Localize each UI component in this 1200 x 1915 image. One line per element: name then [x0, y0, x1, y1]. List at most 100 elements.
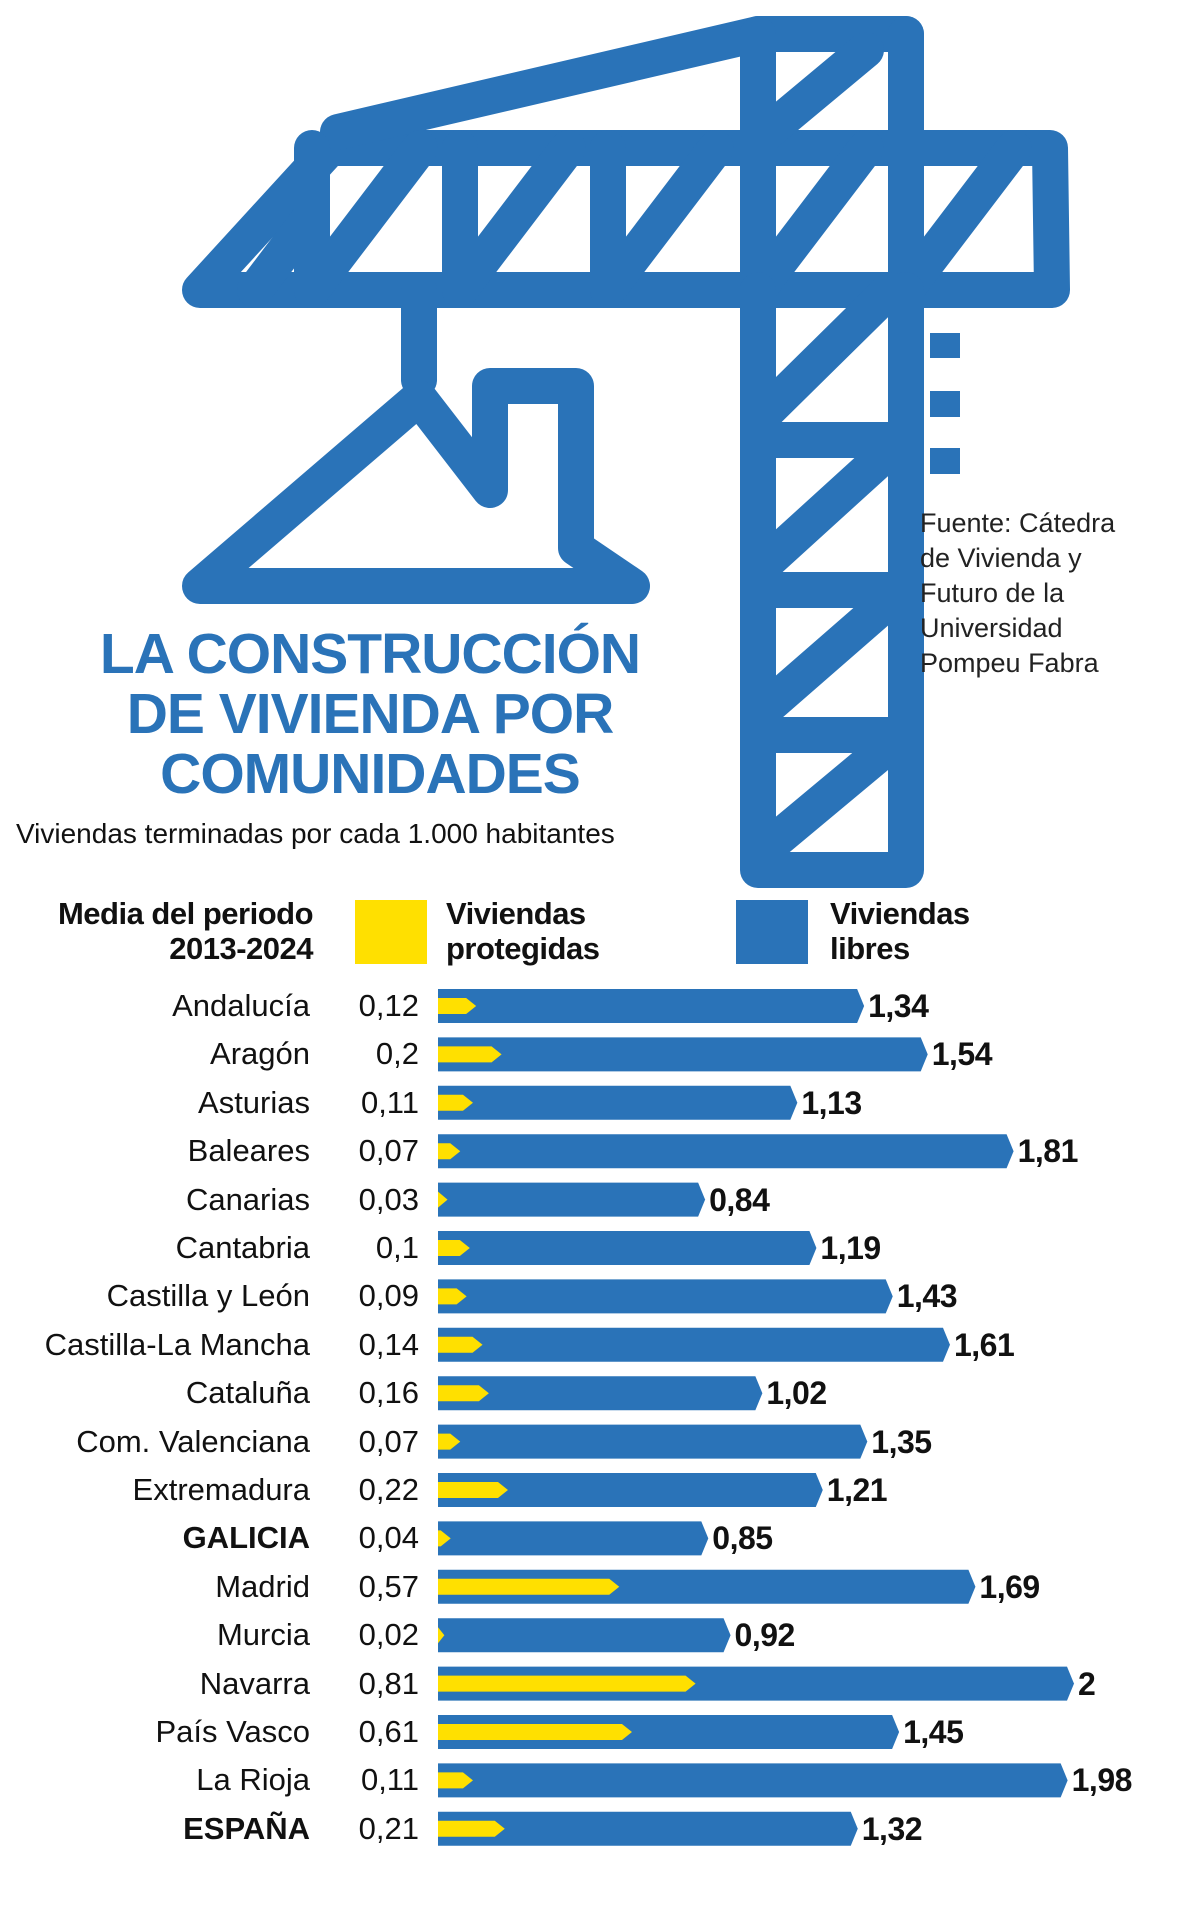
- bar-protegidas: [438, 1724, 632, 1740]
- bar-libres: [438, 1085, 798, 1120]
- crane-jib-struts: [237, 16, 1032, 308]
- bar-libres: [438, 1134, 1014, 1169]
- protegidas-value-label: 0,09: [358, 1278, 419, 1314]
- bar-protegidas: [438, 1288, 467, 1305]
- libres-value-label: 1,19: [820, 1230, 881, 1266]
- dots-icon: [930, 333, 960, 474]
- category-label: Canarias: [185, 1181, 310, 1217]
- source-line: Futuro de la: [920, 578, 1065, 608]
- category-label: País Vasco: [155, 1714, 310, 1749]
- protegidas-value-label: 0,07: [358, 1133, 419, 1169]
- bar-libres: [438, 1521, 709, 1556]
- period-label: Media del periodo 2013-2024: [0, 896, 314, 966]
- protegidas-value-label: 0,21: [358, 1810, 419, 1846]
- bar-protegidas: [438, 1482, 508, 1498]
- category-label: Castilla y León: [106, 1278, 310, 1314]
- bar-protegidas: [438, 1046, 502, 1063]
- bar-protegidas: [438, 1143, 461, 1160]
- bar-libres: [438, 1763, 1068, 1798]
- protegidas-value-label: 0,16: [358, 1375, 419, 1411]
- category-label: Murcia: [216, 1617, 310, 1653]
- libres-value-label: 1,98: [1071, 1762, 1133, 1799]
- title-line-3: COMUNIDADES: [160, 742, 581, 806]
- source-line: de Vivienda y: [920, 543, 1082, 573]
- libres-value-label: 1,43: [896, 1278, 958, 1315]
- protegidas-value-label: 0,11: [360, 1762, 419, 1798]
- title-line-1: LA CONSTRUCCIÓN: [99, 622, 641, 686]
- category-label: La Rioja: [196, 1762, 310, 1798]
- bar-protegidas: [438, 1385, 489, 1402]
- category-label: ESPAÑA: [183, 1810, 310, 1846]
- legend-label-line: protegidas: [446, 931, 600, 966]
- libres-value-label: 1,21: [826, 1472, 888, 1508]
- category-label: Navarra: [199, 1665, 310, 1701]
- libres-value-label: 1,13: [801, 1084, 862, 1121]
- protegidas-value-label: 0,22: [358, 1472, 419, 1507]
- subtitle: Viviendas terminadas por cada 1.000 habi…: [16, 818, 615, 849]
- crane-mast: [740, 272, 924, 888]
- source-line: Pompeu Fabra: [920, 648, 1099, 678]
- category-label: Aragón: [210, 1036, 310, 1072]
- category-label: GALICIA: [182, 1520, 310, 1556]
- category-label: Asturias: [198, 1084, 310, 1120]
- libres-value-label: 1,35: [871, 1423, 932, 1460]
- bar-libres: [438, 1811, 858, 1846]
- bar-libres: [438, 1182, 706, 1217]
- bar-libres: [438, 1473, 823, 1507]
- bar-protegidas: [438, 1820, 505, 1837]
- libres-value-label: 2: [1078, 1665, 1096, 1702]
- source-line: Fuente: Cátedra: [920, 508, 1116, 538]
- legend-label-line: Viviendas: [446, 896, 586, 931]
- libres-value-label: 0,92: [734, 1617, 796, 1654]
- legend-label-libres: Viviendas libres: [830, 896, 970, 966]
- category-label: Com. Valenciana: [76, 1423, 310, 1459]
- crane-illustration: [182, 16, 1070, 888]
- legend-label-line: libres: [830, 931, 910, 966]
- legend-label-line: Viviendas: [830, 896, 970, 931]
- protegidas-value-label: 0,57: [358, 1568, 419, 1604]
- title-line-2: DE VIVIENDA POR: [126, 682, 614, 746]
- legend-swatch-libres: [736, 900, 808, 964]
- libres-value-label: 1,34: [868, 988, 929, 1024]
- protegidas-value-label: 0,81: [358, 1665, 419, 1701]
- protegidas-value-label: 0,04: [358, 1520, 419, 1556]
- protegidas-value-label: 0,12: [358, 988, 419, 1023]
- bar-libres: [438, 1424, 868, 1459]
- category-label: Extremadura: [132, 1472, 310, 1507]
- protegidas-value-label: 0,03: [358, 1181, 419, 1217]
- protegidas-value-label: 0,61: [358, 1714, 419, 1749]
- bar-libres: [438, 1666, 1074, 1701]
- bar-protegidas: [438, 1336, 483, 1353]
- source-line: Universidad: [920, 613, 1063, 643]
- protegidas-value-label: 0,2: [375, 1036, 419, 1072]
- bar-protegidas: [438, 1433, 461, 1450]
- bar-libres: [438, 1376, 763, 1411]
- bar-libres: [438, 1279, 893, 1314]
- libres-value-label: 1,45: [903, 1714, 964, 1750]
- protegidas-value-label: 0,1: [375, 1230, 419, 1265]
- crane-jib: [182, 130, 1070, 308]
- bar-protegidas: [438, 1240, 470, 1256]
- category-label: Castilla-La Mancha: [44, 1326, 310, 1362]
- libres-value-label: 0,84: [709, 1181, 770, 1218]
- bar-protegidas: [438, 1772, 473, 1789]
- bar-libres: [438, 1715, 900, 1749]
- bar-protegidas: [438, 998, 477, 1014]
- category-label: Cataluña: [185, 1375, 310, 1411]
- category-label: Baleares: [187, 1133, 310, 1169]
- bar-protegidas: [438, 1094, 473, 1111]
- libres-value-label: 1,61: [953, 1326, 1015, 1363]
- house-icon: [182, 368, 650, 604]
- bar-protegidas: [438, 1530, 451, 1547]
- protegidas-value-label: 0,14: [358, 1326, 419, 1362]
- legend-label-protegidas: Viviendas protegidas: [446, 896, 600, 966]
- bar-protegidas: [438, 1675, 696, 1692]
- bar-libres: [438, 1231, 817, 1265]
- protegidas-value-label: 0,07: [358, 1423, 419, 1459]
- category-label: Cantabria: [175, 1230, 310, 1265]
- bar-libres: [438, 1569, 976, 1604]
- source-note: Fuente: Cátedra de Vivienda y Futuro de …: [920, 506, 1115, 681]
- category-label: Madrid: [215, 1568, 310, 1604]
- legend-swatch-protegidas: [355, 900, 427, 964]
- period-label-line: 2013-2024: [169, 931, 313, 966]
